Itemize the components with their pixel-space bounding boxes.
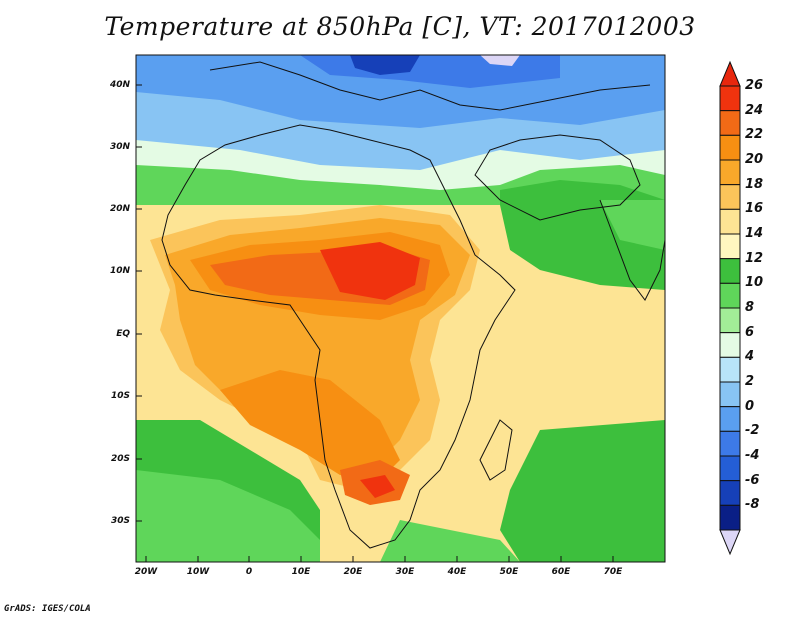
colorbar-label: 12	[745, 250, 764, 266]
colorbar-box	[719, 430, 741, 457]
lon-label-0: 0	[245, 567, 253, 577]
colorbar-label: 16	[745, 201, 764, 217]
colorbar-box	[719, 85, 741, 112]
colorbar-label: 14	[745, 226, 764, 241]
lat-label-30n: 30N	[109, 142, 130, 152]
lon-label-70e: 70E	[603, 567, 623, 577]
lat-label-10s: 10S	[110, 391, 130, 401]
colorbar-boxes	[719, 85, 741, 531]
colorbar-label: 22	[745, 127, 764, 143]
lon-label-10e: 10E	[291, 567, 311, 577]
colorbar-label: 18	[745, 176, 764, 192]
madagascar-outline	[479, 419, 513, 481]
sahel-core	[320, 242, 420, 300]
africa-outline	[161, 124, 516, 549]
lon-label-30e: 30E	[395, 567, 415, 577]
colorbar-label: -6	[745, 472, 760, 488]
colorbar-label: 10	[745, 275, 764, 291]
colorbar-label: 24	[745, 102, 764, 118]
colorbar-box	[719, 307, 741, 334]
colorbar-box	[719, 134, 741, 161]
temperature-field	[136, 55, 665, 562]
colorbar-label: 8	[745, 300, 755, 315]
axis-ticks	[136, 84, 614, 562]
lat-label-20n: 20N	[109, 204, 130, 214]
colorbar-top-arrow	[719, 60, 741, 87]
arabia-outline	[474, 134, 641, 221]
colorbar-label: 0	[745, 398, 755, 414]
map-frame	[135, 54, 666, 563]
colorbar-bottom-arrow	[719, 529, 741, 556]
colorbar-box	[719, 208, 741, 235]
colorbar-box	[719, 455, 741, 482]
colorbar-box	[719, 406, 741, 432]
colorbar-label: -4	[745, 448, 760, 463]
colorbar-box	[719, 159, 741, 186]
colorbar-label: 26	[745, 78, 764, 93]
colorbar-box	[719, 258, 741, 284]
colorbar-box	[719, 381, 741, 408]
colorbar-label: 4	[745, 349, 755, 365]
south-core	[360, 475, 395, 498]
south-green	[380, 520, 520, 562]
se-green	[500, 420, 665, 562]
lon-label-60e: 60E	[551, 567, 571, 577]
colorbar-label: 6	[745, 324, 755, 340]
lon-label-20w: 20W	[134, 567, 158, 577]
india-green	[600, 200, 665, 250]
colorbar-box	[719, 282, 741, 309]
sw-light-green	[136, 470, 320, 562]
colorbar-box	[719, 233, 741, 260]
coldest-core	[350, 55, 420, 75]
lat-label-20s: 20S	[110, 454, 130, 464]
colorbar	[719, 60, 741, 556]
colorbar-box	[719, 480, 741, 506]
colorbar-label: -8	[745, 497, 760, 513]
mediterranean-outline	[209, 61, 651, 111]
cold-spot	[480, 55, 520, 66]
colorbar-label: -2	[745, 423, 760, 439]
south-hot	[220, 370, 400, 480]
colorbar-label: 20	[745, 152, 764, 167]
india-outline	[599, 199, 666, 301]
credit-text: GrADS: IGES/COLA	[4, 604, 91, 614]
colorbar-box	[719, 356, 741, 383]
lat-label-30s: 30S	[110, 516, 130, 526]
lon-label-20e: 20E	[343, 567, 363, 577]
colorbar-box	[719, 110, 741, 136]
lat-label-eq: EQ	[116, 329, 130, 339]
lon-label-50e: 50E	[499, 567, 519, 577]
coastlines	[161, 61, 666, 549]
colorbar-label: 2	[745, 374, 755, 389]
colorbar-box	[719, 504, 741, 531]
lon-label-10w: 10W	[186, 567, 210, 577]
lon-label-40e: 40E	[447, 567, 467, 577]
colorbar-box	[719, 184, 741, 210]
lat-label-40n: 40N	[109, 80, 130, 90]
map-title: Temperature at 850hPa [C], VT: 201701200…	[104, 12, 696, 41]
colorbar-box	[719, 332, 741, 358]
lat-label-10n: 10N	[109, 266, 130, 276]
